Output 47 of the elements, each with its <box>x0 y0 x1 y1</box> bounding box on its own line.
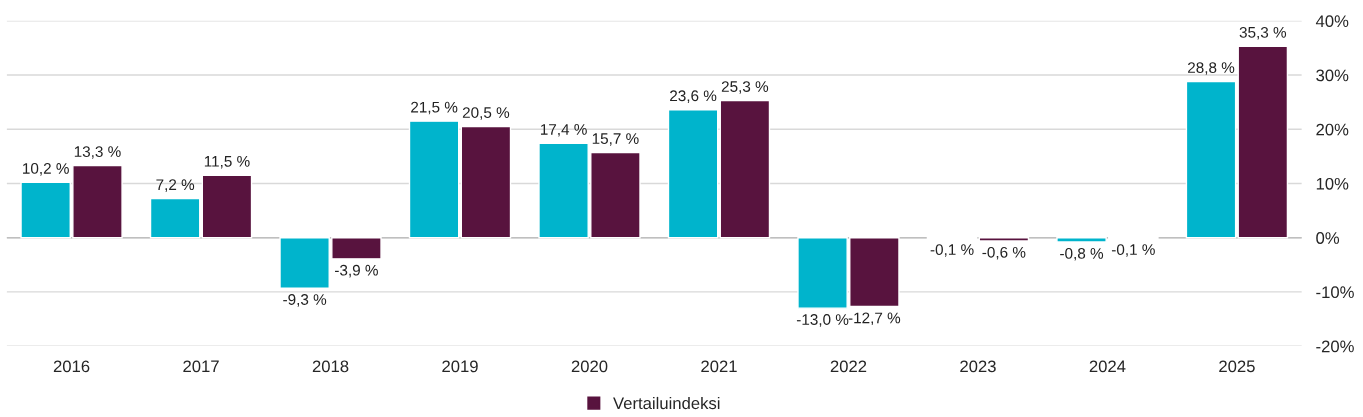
data-label: -0,6 % <box>982 246 1026 260</box>
x-tick-label: 2024 <box>1089 360 1126 373</box>
y-tick-label: 0% <box>1316 232 1340 244</box>
y-tick-label: -10% <box>1316 286 1354 299</box>
data-label: 20,5 % <box>462 107 510 120</box>
data-label: 25,3 % <box>721 81 769 94</box>
x-tick-label: 2023 <box>960 360 996 373</box>
bar <box>408 120 460 239</box>
data-label: -0,8 % <box>1060 247 1104 261</box>
y-tick-label: 30% <box>1316 69 1349 82</box>
data-label: 7,2 % <box>156 179 195 192</box>
bar <box>978 236 1030 242</box>
data-label: 10,2 % <box>23 163 69 176</box>
bar <box>1185 80 1237 239</box>
y-tick-label: 10% <box>1316 177 1349 190</box>
y-tick-label: 20% <box>1316 123 1349 136</box>
y-tick-label: 40% <box>1315 15 1349 28</box>
data-label: 35,3 % <box>1239 26 1287 40</box>
x-tick-label: 2021 <box>701 360 737 373</box>
x-tick-label: 2020 <box>571 360 608 373</box>
bar <box>149 197 201 239</box>
data-label: 11,5 % <box>204 156 250 169</box>
x-tick-label: 2018 <box>312 360 349 373</box>
bar <box>719 99 771 239</box>
y-tick-label: -20% <box>1316 340 1354 353</box>
legend-label: Vertailuindeksi <box>613 396 720 410</box>
bar <box>460 125 512 239</box>
data-label: -9,3 % <box>283 294 327 307</box>
bar <box>1237 45 1289 239</box>
data-label: 17,4 % <box>540 124 587 137</box>
data-label: -0,1 % <box>930 244 974 257</box>
x-tick-label: 2022 <box>830 360 867 373</box>
data-label: -12,7 % <box>848 312 901 326</box>
data-label: -3,9 % <box>335 264 378 278</box>
data-label: -13,0 % <box>796 314 849 327</box>
bar <box>667 109 719 239</box>
data-label: 21,5 % <box>411 101 458 115</box>
data-label: 23,6 % <box>670 90 717 103</box>
data-label: -0,1 % <box>1111 244 1155 257</box>
x-tick-label: 2017 <box>183 360 219 373</box>
data-label: 15,7 % <box>592 133 639 146</box>
x-tick-label: 2019 <box>442 360 478 373</box>
data-label: 13,3 % <box>74 146 121 159</box>
data-label: 28,8 % <box>1188 62 1235 75</box>
bar <box>201 174 253 239</box>
x-tick-label: 2025 <box>1219 360 1255 373</box>
x-tick-label: 2016 <box>53 360 90 373</box>
